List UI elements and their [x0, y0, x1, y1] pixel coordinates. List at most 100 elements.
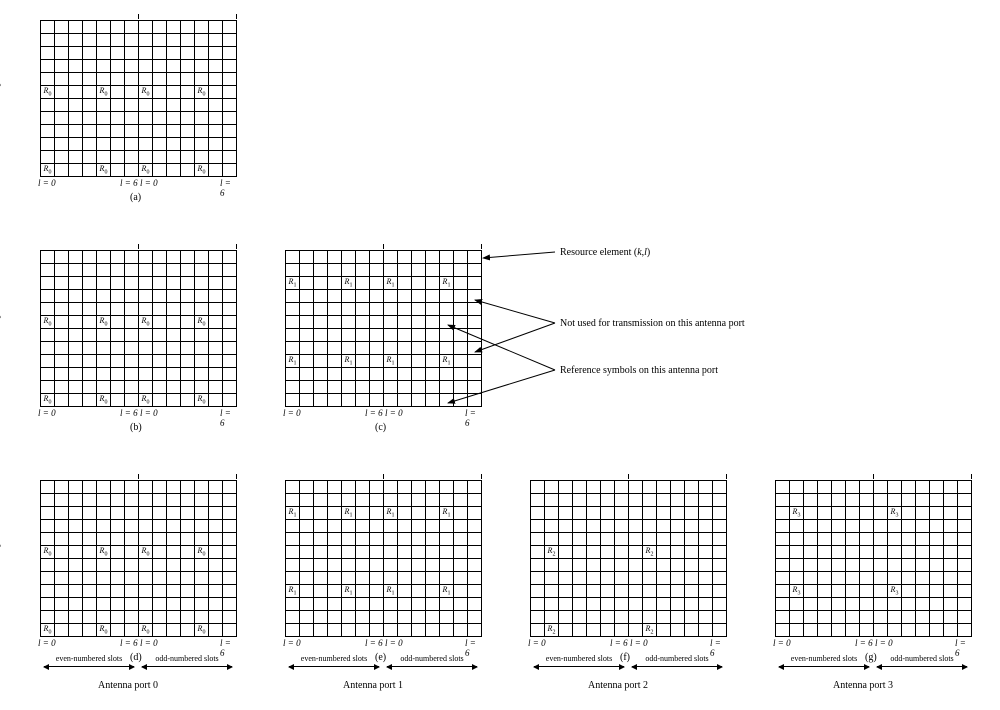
grid-cell: [699, 533, 713, 546]
grid-cell: [713, 546, 727, 559]
grid-cell: [888, 546, 902, 559]
grid-cell: [167, 164, 181, 177]
grid-cell: [468, 494, 482, 507]
grid-cell: [846, 494, 860, 507]
grid-cell: [69, 290, 83, 303]
grid-cell: [713, 520, 727, 533]
grid-cell: [846, 546, 860, 559]
grid-cell: [657, 611, 671, 624]
grid-cell: [860, 598, 874, 611]
grid-cell: [111, 125, 125, 138]
grid-cell: [153, 598, 167, 611]
grid-cell: [601, 624, 615, 637]
grid-cell: [111, 624, 125, 637]
grid-cell: [454, 598, 468, 611]
grid-cell: [699, 507, 713, 520]
grid-cell: [398, 624, 412, 637]
grid-cell: [685, 481, 699, 494]
grid-cell: [153, 112, 167, 125]
grid-cell: [41, 264, 55, 277]
grid-cell: [97, 99, 111, 112]
axis-l6: l = 6: [120, 178, 138, 188]
grid-cell: [342, 316, 356, 329]
grid-cell: [342, 624, 356, 637]
grid-cell: R0: [195, 394, 209, 407]
grid-cell: [209, 86, 223, 99]
grid-cell: [223, 151, 237, 164]
grid-cell: [412, 329, 426, 342]
grid-cell: [342, 559, 356, 572]
grid-cell: [181, 520, 195, 533]
grid-cell: R3: [790, 585, 804, 598]
grid-cell: [398, 507, 412, 520]
grid-cell: [195, 598, 209, 611]
grid-cell: [888, 494, 902, 507]
grid-cell: [559, 546, 573, 559]
grid-cell: [83, 520, 97, 533]
odd-slot-arrow: [142, 666, 232, 667]
grid-cell: [846, 585, 860, 598]
grid-cell: [69, 329, 83, 342]
grid-cell: [223, 598, 237, 611]
grid-cell: [69, 138, 83, 151]
grid-cell: [209, 342, 223, 355]
grid-cell: [342, 251, 356, 264]
grid-cell: [587, 559, 601, 572]
grid-cell: [384, 316, 398, 329]
grid-cell: [468, 481, 482, 494]
grid-cell: [55, 342, 69, 355]
grid-cell: [55, 112, 69, 125]
grid-cell: [125, 342, 139, 355]
grid-cell: [440, 329, 454, 342]
grid-cell: R0: [97, 316, 111, 329]
grid-cell: [944, 624, 958, 637]
grid-cell: [55, 277, 69, 290]
grid-cell: [286, 598, 300, 611]
grid-cell: [860, 520, 874, 533]
grid-cell: [139, 138, 153, 151]
odd-slot-label: odd-numbered slots: [873, 654, 971, 663]
grid-cell: [804, 572, 818, 585]
grid-cell: [958, 572, 972, 585]
odd-slot-label: odd-numbered slots: [628, 654, 726, 663]
grid-cell: [888, 598, 902, 611]
grid-cell: [41, 290, 55, 303]
grid-cell: [41, 611, 55, 624]
grid-cell: [314, 394, 328, 407]
grid-cell: [209, 394, 223, 407]
grid-cell: [55, 125, 69, 138]
grid-cell: [181, 494, 195, 507]
odd-slot-arrow: [877, 666, 967, 667]
grid-cell: [153, 342, 167, 355]
grid-cell: [41, 520, 55, 533]
grid-cell: [874, 494, 888, 507]
grid-cell: [818, 546, 832, 559]
grid-cell: [671, 598, 685, 611]
grid-cell: [139, 47, 153, 60]
grid-cell: [153, 507, 167, 520]
grid-cell: [195, 73, 209, 86]
grid-cell: [699, 494, 713, 507]
grid-cell: [209, 99, 223, 112]
grid-cell: [888, 611, 902, 624]
grid-cell: [713, 494, 727, 507]
grid-cell: [181, 251, 195, 264]
grid-cell: [181, 277, 195, 290]
grid-cell: [531, 507, 545, 520]
grid-cell: [167, 329, 181, 342]
grid-cell: [412, 611, 426, 624]
caption-b: (b): [130, 422, 142, 433]
grid-cell: [398, 520, 412, 533]
grid-cell: [139, 368, 153, 381]
grid-cell: [223, 394, 237, 407]
grid-cell: [832, 494, 846, 507]
grid-cell: [69, 585, 83, 598]
grid-cell: [454, 481, 468, 494]
grid-cell: [97, 381, 111, 394]
grid-cell: [370, 572, 384, 585]
grid-cell: [531, 598, 545, 611]
grid-cell: [97, 585, 111, 598]
grid-cell: [209, 368, 223, 381]
grid-cell: [426, 585, 440, 598]
grid-d-table: R0R0R0R0R0R0R0R0: [40, 480, 237, 637]
